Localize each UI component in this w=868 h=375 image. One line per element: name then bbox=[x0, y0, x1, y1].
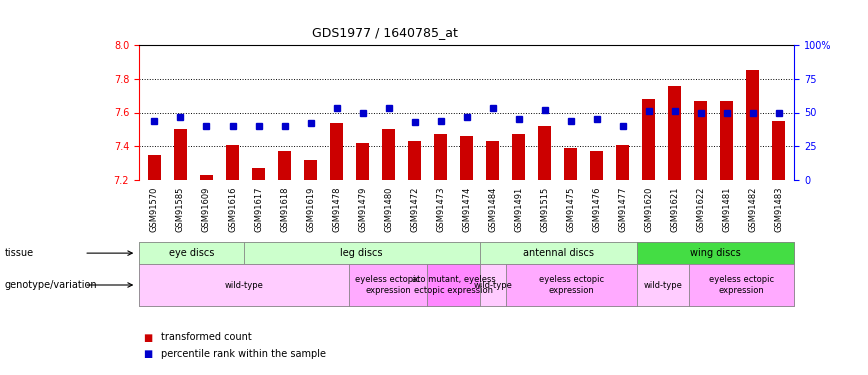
Bar bbox=[564, 148, 577, 180]
Text: wild-type: wild-type bbox=[224, 280, 263, 290]
Bar bbox=[746, 70, 760, 180]
Bar bbox=[408, 141, 421, 180]
Text: wild-type: wild-type bbox=[473, 280, 512, 290]
Bar bbox=[382, 129, 395, 180]
Text: eyeless ectopic
expression: eyeless ectopic expression bbox=[709, 275, 774, 295]
Bar bbox=[642, 99, 655, 180]
Text: transformed count: transformed count bbox=[161, 333, 252, 342]
Text: wild-type: wild-type bbox=[644, 280, 682, 290]
Bar bbox=[512, 135, 525, 180]
Bar bbox=[668, 86, 681, 180]
Bar bbox=[486, 141, 499, 180]
Bar bbox=[330, 123, 343, 180]
Text: eyeless ectopic
expression: eyeless ectopic expression bbox=[355, 275, 420, 295]
Text: ■: ■ bbox=[143, 333, 153, 342]
Bar bbox=[356, 143, 369, 180]
Bar bbox=[148, 155, 161, 180]
Text: ■: ■ bbox=[143, 350, 153, 359]
Bar bbox=[200, 175, 213, 180]
Bar bbox=[174, 129, 187, 180]
Bar bbox=[434, 135, 447, 180]
Text: percentile rank within the sample: percentile rank within the sample bbox=[161, 350, 326, 359]
Bar bbox=[252, 168, 265, 180]
Text: genotype/variation: genotype/variation bbox=[4, 280, 97, 290]
Text: eyeless ectopic
expression: eyeless ectopic expression bbox=[539, 275, 604, 295]
Text: antennal discs: antennal discs bbox=[523, 248, 594, 258]
Text: eye discs: eye discs bbox=[168, 248, 214, 258]
Bar bbox=[590, 151, 603, 180]
Bar bbox=[304, 160, 317, 180]
Text: leg discs: leg discs bbox=[340, 248, 383, 258]
Bar bbox=[720, 101, 733, 180]
Bar bbox=[226, 145, 239, 180]
Bar bbox=[278, 151, 291, 180]
Text: GDS1977 / 1640785_at: GDS1977 / 1640785_at bbox=[312, 26, 458, 39]
Bar bbox=[538, 126, 551, 180]
Text: wing discs: wing discs bbox=[690, 248, 741, 258]
Bar bbox=[616, 145, 629, 180]
Text: ato mutant, eyeless
ectopic expression: ato mutant, eyeless ectopic expression bbox=[411, 275, 496, 295]
Bar bbox=[694, 101, 707, 180]
Bar bbox=[460, 136, 473, 180]
Bar bbox=[773, 121, 786, 180]
Text: tissue: tissue bbox=[4, 248, 34, 258]
